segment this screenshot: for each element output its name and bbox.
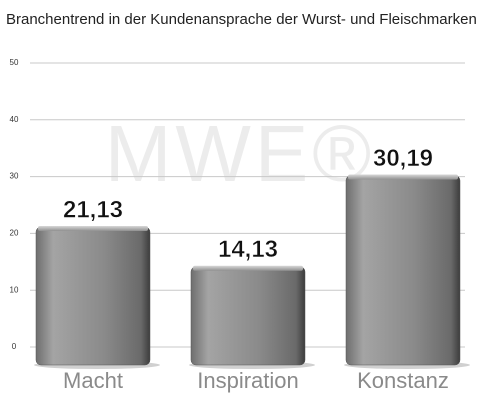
y-tick-label: 10 [10, 285, 19, 294]
x-tick-label: Konstanz [357, 368, 449, 393]
watermark: MWE® [105, 109, 375, 198]
bar-top [38, 225, 148, 231]
bar-top [348, 174, 458, 180]
x-tick-label: Macht [63, 368, 123, 393]
bar [35, 226, 151, 366]
chart-title: Branchentrend in der Kundenansprache der… [6, 11, 477, 28]
y-tick-label: 30 [10, 172, 19, 181]
x-tick-label: Inspiration [197, 368, 299, 393]
bar [190, 266, 306, 366]
bar [345, 175, 461, 366]
y-tick-label: 40 [10, 115, 19, 124]
value-label: 14,13 [218, 236, 278, 263]
value-label: 30,19 [373, 145, 433, 172]
y-tick-label: 50 [10, 58, 19, 67]
y-tick-label: 0 [12, 342, 17, 351]
bar-top [193, 265, 303, 271]
y-tick-label: 20 [10, 229, 19, 238]
value-label: 21,13 [63, 196, 123, 223]
